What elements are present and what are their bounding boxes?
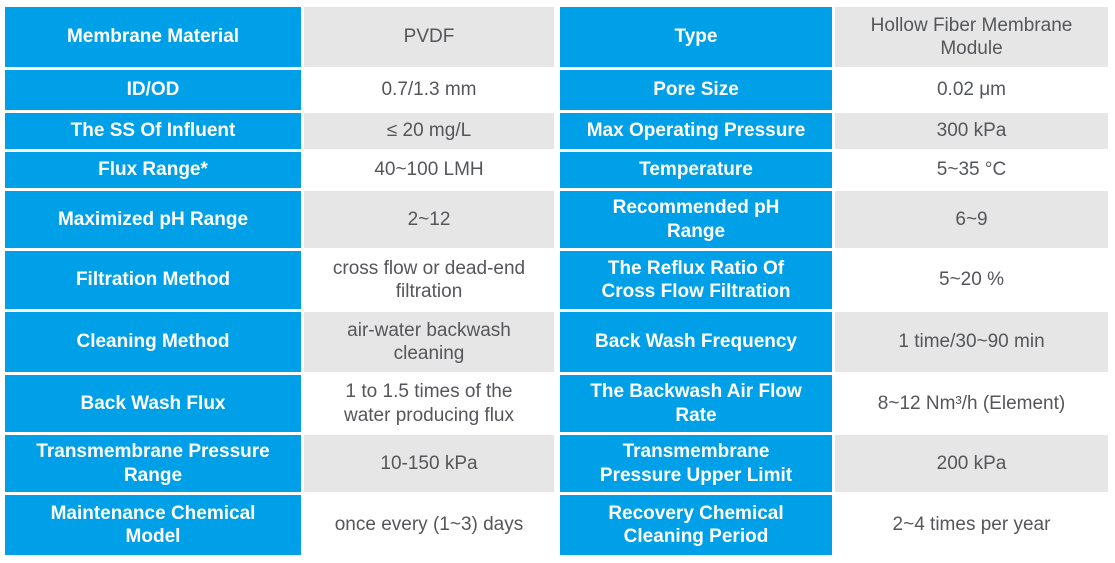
table-row: Transmembrane Pressure Range 10-150 kPa … [5, 435, 1108, 492]
spec-label-cleaning-method: Cleaning Method [5, 312, 301, 372]
spec-value-temperature: 5~35 °C [835, 152, 1108, 188]
spec-label-pore-size: Pore Size [560, 70, 832, 110]
spec-value-backwash-flux: 1 to 1.5 times of the water producing fl… [304, 375, 554, 432]
spec-label-transmembrane-pressure-upper-limit: Transmembrane Pressure Upper Limit [560, 435, 832, 492]
spec-label-maximized-ph-range: Maximized pH Range [5, 191, 301, 248]
spec-value-pore-size: 0.02 μm [835, 70, 1108, 110]
table-row: Flux Range* 40~100 LMH Temperature 5~35 … [5, 152, 1108, 188]
spec-label-type: Type [560, 7, 832, 67]
spec-label-maintenance-chemical-model: Maintenance Chemical Model [5, 495, 301, 555]
spec-label-filtration-method: Filtration Method [5, 251, 301, 309]
spec-value-backwash-air-flow-rate: 8~12 Nm³/h (Element) [835, 375, 1108, 432]
spec-value-max-operating-pressure: 300 kPa [835, 113, 1108, 149]
spec-label-backwash-flux: Back Wash Flux [5, 375, 301, 432]
table-row: Cleaning Method air-water backwash clean… [5, 312, 1108, 372]
spec-value-filtration-method: cross flow or dead-end filtration [304, 251, 554, 309]
spec-value-id-od: 0.7/1.3 mm [304, 70, 554, 110]
spec-label-reflux-ratio: The Reflux Ratio Of Cross Flow Filtratio… [560, 251, 832, 309]
spec-value-maximized-ph-range: 2~12 [304, 191, 554, 248]
spec-value-cleaning-method: air-water backwash cleaning [304, 312, 554, 372]
spec-value-maintenance-chemical-model: once every (1~3) days [304, 495, 554, 555]
table-row: Filtration Method cross flow or dead-end… [5, 251, 1108, 309]
spec-label-recommended-ph-range: Recommended pH Range [560, 191, 832, 248]
spec-label-transmembrane-pressure-range: Transmembrane Pressure Range [5, 435, 301, 492]
table-row: The SS Of Influent ≤ 20 mg/L Max Operati… [5, 113, 1108, 149]
spec-value-backwash-frequency: 1 time/30~90 min [835, 312, 1108, 372]
spec-label-backwash-frequency: Back Wash Frequency [560, 312, 832, 372]
table-row: Membrane Material PVDF Type Hollow Fiber… [5, 7, 1108, 67]
membrane-spec-table: Membrane Material PVDF Type Hollow Fiber… [5, 7, 1108, 555]
spec-value-reflux-ratio: 5~20 % [835, 251, 1108, 309]
table-row: ID/OD 0.7/1.3 mm Pore Size 0.02 μm [5, 70, 1108, 110]
spec-label-backwash-air-flow-rate: The Backwash Air Flow Rate [560, 375, 832, 432]
spec-label-temperature: Temperature [560, 152, 832, 188]
spec-value-flux-range: 40~100 LMH [304, 152, 554, 188]
table-row: Maximized pH Range 2~12 Recommended pH R… [5, 191, 1108, 248]
spec-value-transmembrane-pressure-range: 10-150 kPa [304, 435, 554, 492]
spec-value-type: Hollow Fiber Membrane Module [835, 7, 1108, 67]
spec-label-ss-of-influent: The SS Of Influent [5, 113, 301, 149]
spec-label-id-od: ID/OD [5, 70, 301, 110]
spec-value-recommended-ph-range: 6~9 [835, 191, 1108, 248]
spec-label-membrane-material: Membrane Material [5, 7, 301, 67]
table-row: Back Wash Flux 1 to 1.5 times of the wat… [5, 375, 1108, 432]
spec-value-recovery-chemical-cleaning-period: 2~4 times per year [835, 495, 1108, 555]
spec-value-ss-of-influent: ≤ 20 mg/L [304, 113, 554, 149]
spec-label-recovery-chemical-cleaning-period: Recovery Chemical Cleaning Period [560, 495, 832, 555]
spec-value-transmembrane-pressure-upper-limit: 200 kPa [835, 435, 1108, 492]
spec-label-max-operating-pressure: Max Operating Pressure [560, 113, 832, 149]
spec-label-flux-range: Flux Range* [5, 152, 301, 188]
spec-value-membrane-material: PVDF [304, 7, 554, 67]
table-row: Maintenance Chemical Model once every (1… [5, 495, 1108, 555]
